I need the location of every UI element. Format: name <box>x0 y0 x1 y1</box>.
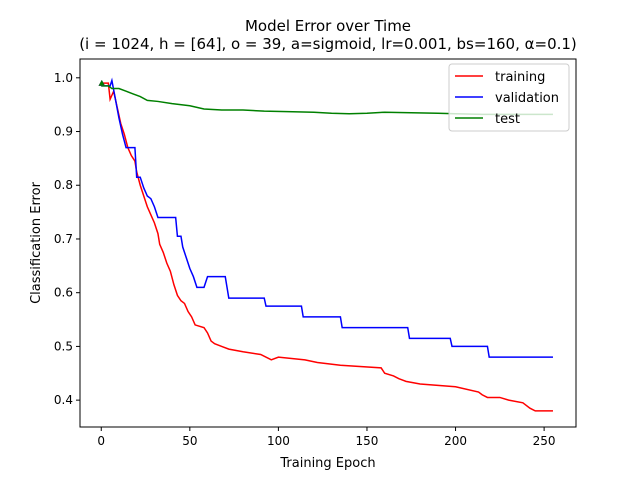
x-tick-label: 200 <box>444 434 467 448</box>
y-tick-label: 0.6 <box>54 286 73 300</box>
x-tick-label: 250 <box>533 434 556 448</box>
legend-label-validation: validation <box>495 91 559 106</box>
y-tick-label: 1.0 <box>54 71 73 85</box>
legend-label-training: training <box>495 70 545 85</box>
y-tick-label: 0.5 <box>54 339 73 353</box>
x-tick-label: 100 <box>267 434 290 448</box>
y-axis-ticks: 0.4 0.5 0.6 0.7 0.8 0.9 1.0 <box>54 71 80 407</box>
start-marker-2 <box>98 79 105 86</box>
y-axis-label: Classification Error <box>29 181 44 303</box>
y-tick-label: 0.9 <box>54 125 73 139</box>
x-tick-label: 150 <box>356 434 379 448</box>
y-tick-label: 0.7 <box>54 232 73 246</box>
chart-title: Model Error over Time <box>245 17 411 35</box>
plot-frame <box>79 58 577 428</box>
legend-label-test: test <box>495 112 520 127</box>
x-axis-ticks: 0 50 100 150 200 250 <box>97 427 556 448</box>
marker-layer <box>98 79 105 86</box>
x-axis-label: Training Epoch <box>279 456 375 471</box>
legend-box <box>448 63 570 132</box>
legend-items: training validation test <box>455 70 559 127</box>
plot-area <box>79 58 577 428</box>
series-line-validation <box>101 77 553 358</box>
series-line-test <box>101 85 553 116</box>
y-tick-label: 0.8 <box>54 178 73 192</box>
x-tick-label: 0 <box>97 434 105 448</box>
y-tick-label: 0.4 <box>54 393 73 407</box>
legend: training validation test <box>448 63 570 132</box>
x-tick-label: 50 <box>182 434 197 448</box>
chart-subtitle: (i = 1024, h = [64], o = 39, a=sigmoid, … <box>79 35 577 53</box>
series-layer <box>101 77 553 412</box>
